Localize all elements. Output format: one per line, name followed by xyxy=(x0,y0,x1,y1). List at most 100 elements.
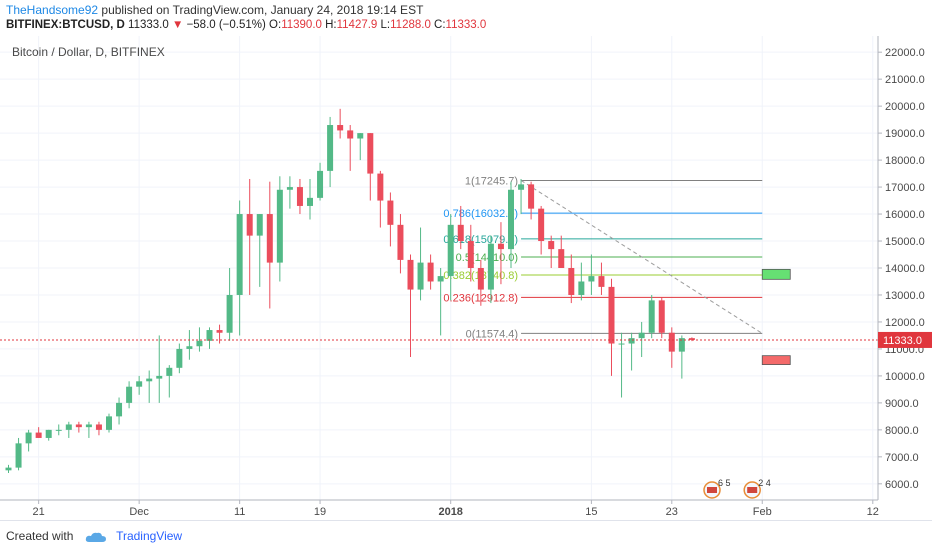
candle-body xyxy=(497,243,504,250)
candle-body xyxy=(15,443,22,468)
candle-body xyxy=(658,300,665,333)
price-tick-label: 20000.0 xyxy=(885,101,925,113)
price-tick-label: 19000.0 xyxy=(885,128,925,140)
candle-body xyxy=(65,424,72,430)
price-tick-label: 17000.0 xyxy=(885,182,925,194)
candle-body xyxy=(286,187,293,190)
last-price: 11333.0 xyxy=(128,19,169,31)
candle-body xyxy=(196,340,203,347)
author-link[interactable]: TheHandsome92 xyxy=(6,3,99,17)
candle-body xyxy=(427,262,434,282)
price-tick-label: 14000.0 xyxy=(885,263,925,275)
candle-body xyxy=(347,130,354,139)
event-count: 6 5 xyxy=(718,478,731,488)
candle-body xyxy=(397,224,404,260)
candle-body xyxy=(437,276,444,282)
down-triangle-icon: ▼ xyxy=(171,19,184,31)
candle-body xyxy=(608,286,615,344)
candle-body xyxy=(477,268,484,290)
price-tick-label: 22000.0 xyxy=(885,47,925,59)
candle-body xyxy=(578,281,585,295)
time-tick-label: 23 xyxy=(666,506,678,518)
chart-header: TheHandsome92 published on TradingView.c… xyxy=(0,0,932,36)
price-axis[interactable]: 6000.07000.08000.09000.010000.011000.012… xyxy=(877,36,932,500)
time-tick-label: Feb xyxy=(753,506,772,518)
high-label: H: xyxy=(325,19,337,31)
red-target xyxy=(761,355,791,365)
event-count: 2 4 xyxy=(758,478,771,488)
candle-body xyxy=(367,133,374,174)
candle-body xyxy=(618,343,625,345)
candle-body xyxy=(166,367,173,376)
candle-body xyxy=(377,173,384,201)
time-tick-label: 2018 xyxy=(438,506,462,518)
candle-body xyxy=(337,125,344,131)
candle-body xyxy=(317,170,324,198)
candle-body xyxy=(75,424,82,428)
candle-body xyxy=(266,214,273,263)
time-tick-label: 12 xyxy=(867,506,879,518)
time-tick-label: 11 xyxy=(234,506,245,518)
candle-body xyxy=(638,332,645,339)
candle-body xyxy=(668,332,675,352)
fibonacci-retracement[interactable]: 1(17245.7) 0.786(16032.0) 0.618(15079.2) 0.… xyxy=(443,175,763,340)
close-label: C: xyxy=(434,19,446,31)
candle-body xyxy=(5,467,12,471)
candle-body xyxy=(447,224,454,277)
low-label: L: xyxy=(380,19,391,31)
candle-body xyxy=(95,424,102,430)
candle-body xyxy=(296,187,303,206)
target-boxes[interactable] xyxy=(761,268,791,365)
candle-body xyxy=(25,432,32,444)
candle-body xyxy=(588,276,595,282)
fib-level-label: 0.786(16032.0) xyxy=(443,208,518,220)
price-tick-label: 16000.0 xyxy=(885,209,925,221)
candle-body xyxy=(246,214,253,236)
candle-body xyxy=(457,224,464,242)
candle-body xyxy=(156,375,163,379)
candle-body xyxy=(307,197,313,206)
candle-body xyxy=(648,300,655,333)
candle-body xyxy=(206,330,213,341)
price-tick-label: 21000.0 xyxy=(885,74,925,86)
candle-body xyxy=(548,241,555,250)
candle-body xyxy=(35,432,42,438)
candle-body xyxy=(45,429,52,438)
footer: Created with TradingView xyxy=(0,520,932,551)
candle-body xyxy=(327,125,334,171)
fib-trend-line xyxy=(520,180,763,334)
last-price-tag-label: 11333.0 xyxy=(883,335,922,347)
symbol-label: BITFINEX:BTCUSD, D xyxy=(6,19,125,31)
open-value: 11390.0 xyxy=(281,19,322,31)
candle-body xyxy=(407,259,414,290)
last-price-tag xyxy=(878,331,932,348)
candle-body xyxy=(678,338,685,352)
created-with-text: Created with xyxy=(6,529,74,543)
event-badges[interactable]: 6 5 2 4 xyxy=(703,478,771,499)
fib-level-label: 0(11574.4) xyxy=(466,328,518,340)
candle-body xyxy=(387,200,394,225)
tradingview-cloud-icon xyxy=(85,532,106,542)
low-value: 11288.0 xyxy=(390,19,431,31)
time-axis[interactable]: 21Dec111920181523Feb1220 xyxy=(0,499,932,518)
price-tick-label: 9000.0 xyxy=(885,398,919,410)
price-tick-label: 8000.0 xyxy=(885,425,919,437)
candle-body xyxy=(276,189,283,263)
tradingview-link[interactable]: TradingView xyxy=(116,529,183,543)
time-tick-label: 15 xyxy=(585,506,597,518)
candle-body xyxy=(226,294,233,333)
candle-body xyxy=(176,348,183,368)
candle-body xyxy=(528,184,535,209)
price-chart[interactable]: Bitcoin / Dollar, D, BITFINEX 1(17245.7)… xyxy=(0,36,932,518)
candle-body xyxy=(136,381,143,387)
candle-body xyxy=(558,249,565,268)
candle-body xyxy=(216,330,223,333)
ohlc-bar: BITFINEX:BTCUSD, D 11333.0 ▼ −58.0 (−0.5… xyxy=(6,19,486,31)
us-flag-stripe xyxy=(707,487,717,493)
us-flag-stripe xyxy=(747,487,758,493)
candle-body xyxy=(55,429,62,431)
price-tick-label: 6000.0 xyxy=(885,479,919,491)
candle-body xyxy=(146,378,153,382)
price-tick-label: 7000.0 xyxy=(885,452,919,464)
candle-body xyxy=(508,189,514,250)
